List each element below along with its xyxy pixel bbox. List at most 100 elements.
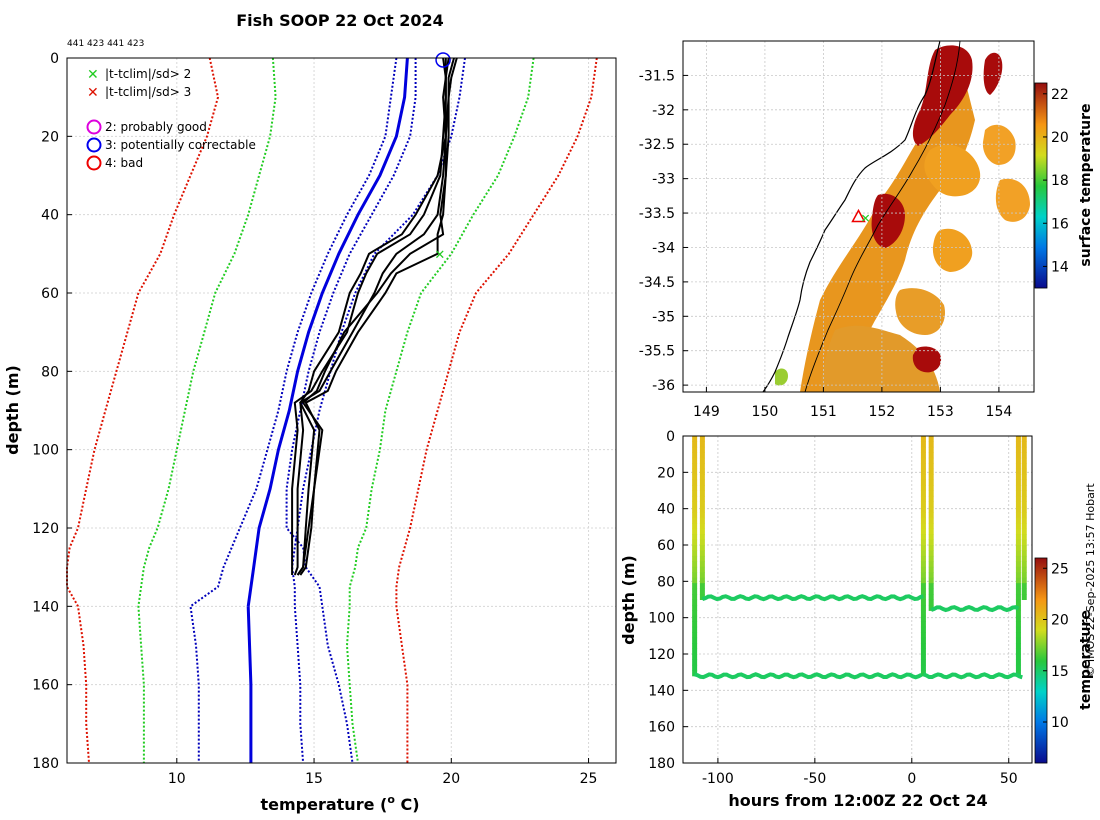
map-colorbar-band bbox=[1035, 99, 1047, 101]
map-colorbar-band bbox=[1035, 91, 1047, 93]
section-profile-cell bbox=[1021, 577, 1027, 584]
sst-hot-core-4 bbox=[983, 52, 1003, 95]
section-colorbar-band bbox=[1035, 614, 1047, 616]
section-colorbar-band bbox=[1035, 662, 1047, 664]
section-colorbar-band bbox=[1035, 623, 1047, 625]
map-colorbar-band bbox=[1035, 105, 1047, 107]
x-tick-label: 15 bbox=[305, 771, 323, 787]
section-colorbar-band bbox=[1035, 648, 1047, 650]
section-colorbar-band bbox=[1035, 663, 1047, 665]
section-colorbar-band bbox=[1035, 653, 1047, 655]
section-profile-cell bbox=[692, 566, 698, 573]
y-tick-label: 180 bbox=[32, 756, 59, 772]
map-colorbar-band bbox=[1035, 207, 1047, 209]
section-colorbar-band bbox=[1035, 558, 1047, 560]
section-profile-cell bbox=[928, 523, 934, 530]
section-profile-cell bbox=[1021, 452, 1027, 459]
section-colorbar-band bbox=[1035, 717, 1047, 719]
x-tick-label: 25 bbox=[580, 771, 598, 787]
section-bottom-line-deep bbox=[694, 672, 923, 680]
section-profile-cell bbox=[1015, 659, 1021, 666]
sst-patch-ne bbox=[982, 124, 1016, 165]
section-profile-cell bbox=[699, 545, 705, 551]
section-profile-cell bbox=[920, 539, 926, 546]
map-colorbar-band bbox=[1035, 276, 1047, 278]
map-panel: ✕ 149 150 151 152 153 154 -31.5 -32 -32.5 -33 -33.… bbox=[639, 40, 1094, 420]
section-y-tick-label: 40 bbox=[657, 502, 675, 518]
section-colorbar-band bbox=[1035, 712, 1047, 714]
section-profile-cell bbox=[1015, 485, 1021, 491]
section-colorbar-band bbox=[1035, 672, 1047, 674]
section-colorbar-band bbox=[1035, 689, 1047, 691]
section-y-tick-label: 140 bbox=[648, 683, 675, 699]
map-colorbar-band bbox=[1035, 184, 1047, 186]
section-colorbar-band bbox=[1035, 714, 1047, 716]
map-x-tick-label: 152 bbox=[869, 404, 896, 420]
map-y-tick-label: -32 bbox=[652, 103, 675, 119]
section-colorbar-band bbox=[1035, 629, 1047, 631]
section-ylabel: depth (m) bbox=[619, 555, 638, 645]
section-colorbar-band bbox=[1035, 761, 1047, 763]
section-colorbar-band bbox=[1035, 746, 1047, 748]
map-colorbar-band bbox=[1035, 90, 1047, 92]
section-colorbar-band bbox=[1035, 729, 1047, 731]
map-colorbar-band bbox=[1035, 250, 1047, 252]
map-colorbar-band bbox=[1035, 172, 1047, 174]
section-profile-cell bbox=[692, 436, 698, 442]
section-colorbar-band bbox=[1035, 616, 1047, 618]
section-colorbar-band bbox=[1035, 725, 1047, 727]
section-colorbar-tick-label: 25 bbox=[1051, 561, 1069, 577]
section-profile-cell bbox=[1015, 512, 1021, 519]
y-tick-label: 100 bbox=[32, 443, 59, 459]
map-colorbar-band bbox=[1035, 249, 1047, 251]
section-profile-cell bbox=[699, 495, 705, 502]
section-profile-cell bbox=[928, 594, 934, 600]
map-colorbar-band bbox=[1035, 235, 1047, 237]
sst-patch-south bbox=[820, 325, 940, 392]
section-y-tick-label: 80 bbox=[657, 574, 675, 590]
section-colorbar-band bbox=[1035, 566, 1047, 568]
section-profile-cell bbox=[692, 517, 698, 524]
section-y-tick-label: 160 bbox=[648, 720, 675, 736]
section-profile-cell bbox=[1021, 588, 1027, 595]
map-colorbar-band bbox=[1035, 145, 1047, 147]
map-colorbar-band bbox=[1035, 278, 1047, 280]
clim-sd1-high-line-2 bbox=[285, 58, 417, 764]
map-colorbar-band bbox=[1035, 98, 1047, 100]
map-colorbar-band bbox=[1035, 216, 1047, 218]
section-profile-cell bbox=[1021, 446, 1027, 453]
section-profile-cell bbox=[1015, 670, 1021, 677]
map-colorbar-band bbox=[1035, 149, 1047, 151]
section-profile-cell bbox=[920, 664, 926, 671]
map-colorbar-band bbox=[1035, 142, 1047, 144]
map-colorbar-band bbox=[1035, 180, 1047, 182]
map-colorbar-band bbox=[1035, 159, 1047, 161]
section-colorbar-band bbox=[1035, 608, 1047, 610]
section-profile-cell bbox=[928, 512, 934, 519]
map-colorbar-band bbox=[1035, 267, 1047, 269]
map-colorbar-band bbox=[1035, 160, 1047, 162]
map-colorbar-tick-label: 22 bbox=[1051, 87, 1069, 103]
section-colorbar-band bbox=[1035, 671, 1047, 673]
map-colorbar-band bbox=[1035, 151, 1047, 153]
section-colorbar-band bbox=[1035, 569, 1047, 571]
section-colorbar-band bbox=[1035, 615, 1047, 617]
map-colorbar-band bbox=[1035, 122, 1047, 124]
section-xlabel: hours from 12:00Z 22 Oct 24 bbox=[728, 791, 987, 810]
section-profile-cell bbox=[699, 523, 705, 530]
map-colorbar-band bbox=[1035, 232, 1047, 234]
id-label: 441 423 441 423 bbox=[67, 39, 144, 49]
map-colorbar-band bbox=[1035, 222, 1047, 224]
section-profile-cell bbox=[928, 436, 934, 442]
map-colorbar-band bbox=[1035, 158, 1047, 160]
map-colorbar-label: surface temperature bbox=[1078, 103, 1094, 266]
section-x-tick-label: 0 bbox=[907, 771, 916, 787]
map-colorbar-band bbox=[1035, 213, 1047, 215]
station-cross: ✕ bbox=[861, 212, 871, 226]
map-colorbar-band bbox=[1035, 137, 1047, 139]
section-profile-cell bbox=[692, 512, 698, 519]
section-colorbar-band bbox=[1035, 747, 1047, 749]
section-colorbar-tick-label: 20 bbox=[1051, 613, 1069, 629]
section-profile-cell bbox=[920, 545, 926, 551]
section-colorbar-band bbox=[1035, 740, 1047, 742]
